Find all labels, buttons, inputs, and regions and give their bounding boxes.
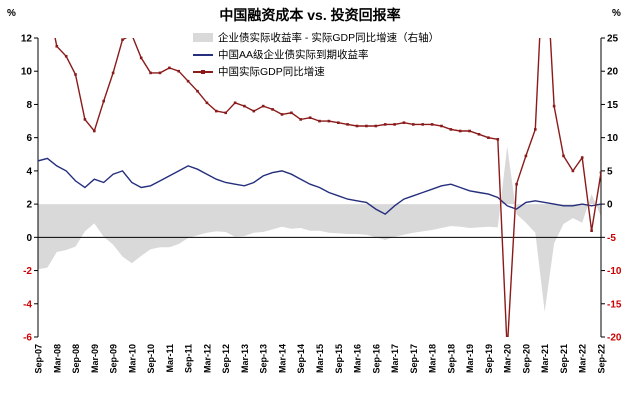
x-tick-label: Mar-12 [202,344,212,373]
legend-item-spread: 企业债实际收益率 - 实际GDP同比增速（右轴） [193,31,439,44]
legend: 企业债实际收益率 - 实际GDP同比增速（右轴） 中国AA级企业债实际到期收益率… [193,31,439,78]
x-tick-label: Sep-12 [221,344,231,374]
x-tick-label: Mar-22 [578,344,588,373]
x-tick-label: Mar-08 [52,344,62,373]
left-tick-label: 8 [26,100,32,111]
x-axis-labels: Sep-07 Mar-08 Sep-08 Mar-09 Sep-09 Mar-10 Sep-… [34,344,607,374]
x-tick-label: Sep-10 [146,344,156,374]
right-tick-label: 25 [607,34,619,45]
legend-swatch-spread-area [193,33,213,42]
right-tick-label: 20 [607,67,619,78]
x-tick-label: Mar-19 [465,344,475,373]
x-tick-label: Sep-15 [334,344,344,374]
right-tick-label: -10 [607,266,622,277]
left-tick-label: -6 [23,333,32,344]
legend-swatch-gdp-line [193,69,213,74]
legend-label-spread: 企业债实际收益率 - 实际GDP同比增速（右轴） [218,32,440,44]
right-tick-label: -15 [607,299,622,310]
spread-area [38,146,601,312]
x-tick-label: Mar-21 [540,344,550,373]
gdp-growth-line [54,38,601,337]
x-tick-label: Sep-09 [109,344,119,374]
legend-label-bond-yield: 中国AA级企业债实际到期收益率 [218,49,369,61]
x-tick-label: Sep-19 [484,344,494,374]
x-tick-label: Mar-20 [503,344,513,373]
x-tick-label: Sep-22 [597,344,607,374]
x-tick-label: Mar-16 [353,344,363,373]
x-tick-label: Sep-20 [521,344,531,374]
x-tick-label: Sep-17 [409,344,419,374]
x-tick-label: Sep-13 [259,344,269,374]
legend-swatch-bond-line [193,53,213,56]
x-tick-label: Mar-13 [240,344,250,373]
legend-item-gdp-growth: 中国实际GDP同比增速 [193,65,439,78]
left-tick-label: 6 [26,133,32,144]
right-tick-label: 10 [607,133,619,144]
right-tick-label: 5 [607,166,613,177]
left-axis-unit: % [7,8,16,19]
x-tick-label: Mar-10 [127,344,137,373]
left-tick-label: 4 [26,166,32,177]
x-tick-label: Sep-18 [446,344,456,374]
left-axis-ticks [34,37,38,338]
x-tick-label: Sep-21 [559,344,569,374]
right-tick-label: -5 [607,233,616,244]
bond-yield-line [38,157,601,215]
x-tick-label: Mar-17 [390,344,400,373]
right-tick-label: -20 [607,333,622,344]
left-tick-label: 2 [26,200,32,211]
right-axis-ticks [601,37,605,338]
x-tick-label: Sep-14 [296,344,306,374]
right-tick-label: 15 [607,100,619,111]
left-tick-label: 12 [21,34,33,45]
x-tick-label: Mar-09 [90,344,100,373]
left-tick-label: -4 [23,299,32,310]
left-tick-label: 10 [21,67,33,78]
right-tick-label: 0 [607,200,613,211]
x-tick-label: Mar-11 [165,344,175,373]
left-tick-label: -2 [23,266,32,277]
x-tick-label: Sep-08 [71,344,81,374]
left-tick-label: 0 [26,233,32,244]
chart-title: 中国融资成本 vs. 投资回报率 [219,7,401,23]
legend-item-bond-yield: 中国AA级企业债实际到期收益率 [193,48,439,61]
x-tick-label: Mar-15 [315,344,325,373]
legend-label-gdp-growth: 中国实际GDP同比增速 [218,66,325,78]
x-tick-label: Mar-14 [277,344,287,373]
x-tick-label: Mar-18 [428,344,438,373]
right-axis-unit: % [612,8,621,19]
x-tick-label: Sep-07 [34,344,44,374]
x-tick-label: Sep-16 [371,344,381,374]
x-tick-label: Sep-11 [184,344,194,373]
